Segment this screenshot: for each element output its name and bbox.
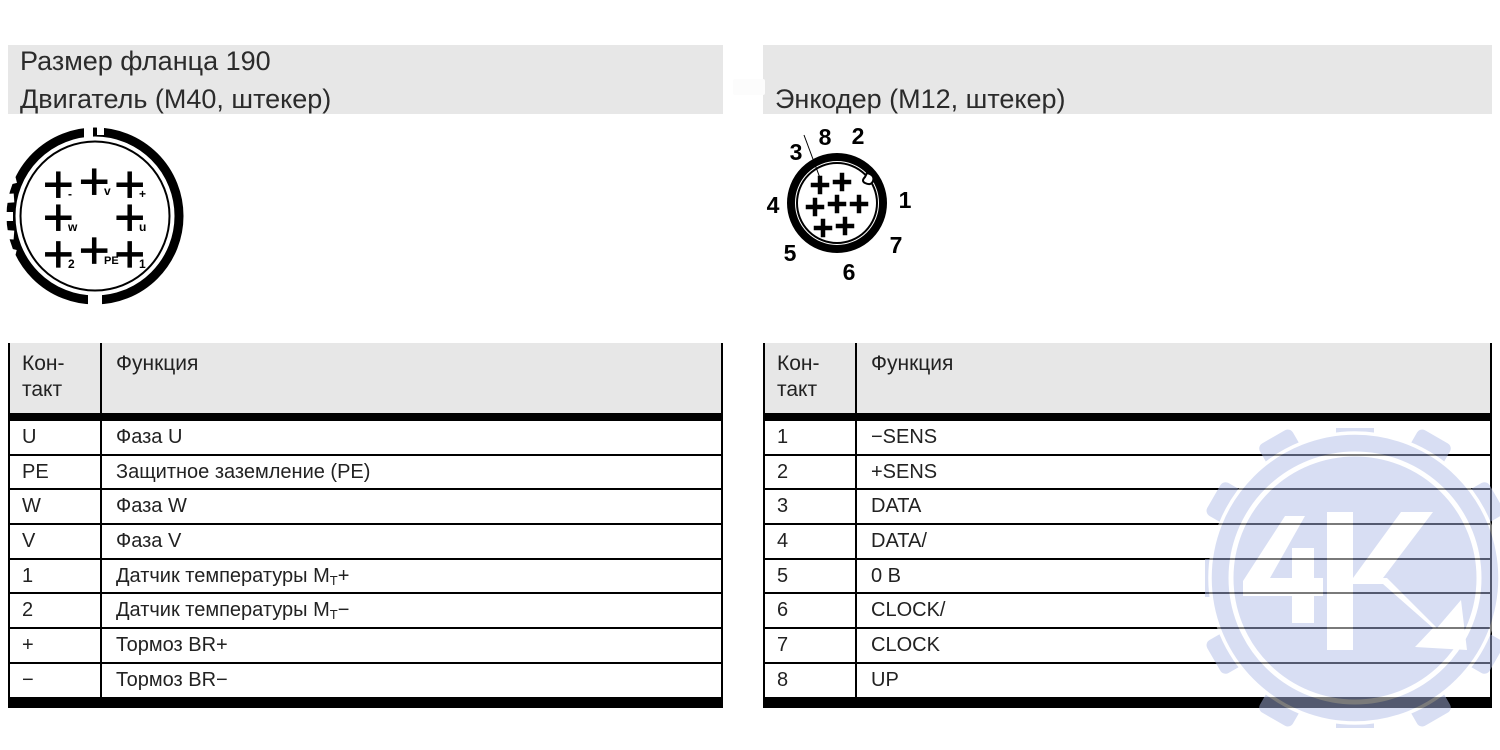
svg-text:8: 8 (819, 124, 832, 150)
svg-text:7: 7 (890, 232, 903, 258)
svg-text:w: w (67, 220, 78, 234)
svg-text:3: 3 (790, 139, 803, 165)
svg-text:-: - (68, 187, 72, 201)
svg-text:PE: PE (104, 255, 119, 267)
svg-text:1: 1 (899, 187, 912, 213)
svg-text:+: + (139, 187, 146, 201)
svg-text:6: 6 (843, 259, 856, 285)
svg-text:4: 4 (767, 192, 780, 218)
svg-text:1: 1 (139, 257, 146, 271)
svg-text:2: 2 (68, 257, 75, 271)
svg-text:u: u (139, 220, 146, 234)
svg-text:2: 2 (852, 123, 865, 149)
svg-text:5: 5 (784, 240, 797, 266)
svg-text:v: v (104, 184, 111, 198)
